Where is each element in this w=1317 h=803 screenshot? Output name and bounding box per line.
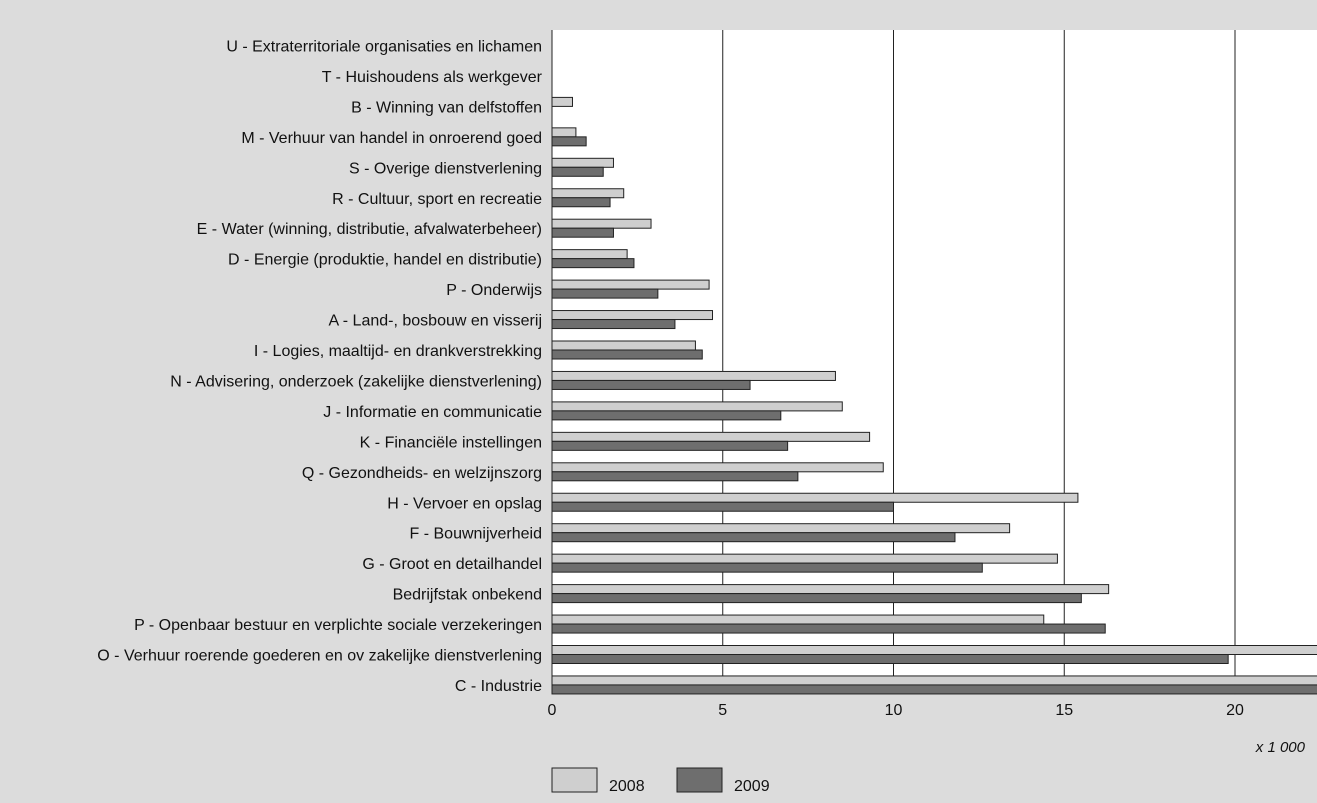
legend-swatch-2008: [551, 767, 598, 793]
category-label: Bedrijfstak onbekend: [393, 587, 542, 604]
bar-2008: [551, 249, 628, 260]
bar-2009: [551, 684, 1317, 695]
bar-2009: [551, 379, 751, 390]
bars: [551, 96, 1317, 695]
bar-2009: [551, 410, 782, 421]
category-label: H - Vervoer en opslag: [387, 495, 542, 512]
bar-2009: [551, 654, 1229, 664]
legend-label: 2008: [609, 778, 645, 795]
bar-2008: [551, 188, 625, 199]
category-label: G - Groot en detailhandel: [362, 556, 542, 573]
x-axis-ticks: 051015202530354045: [548, 702, 1244, 719]
bar-2009: [551, 288, 659, 299]
bar-2009: [551, 623, 1106, 634]
x-tick-label: 20: [1226, 702, 1244, 719]
bar-2008: [551, 401, 843, 412]
category-label: E - Water (winning, distributie, afvalwa…: [197, 221, 542, 238]
bar-2008: [551, 218, 652, 229]
category-label: P - Openbaar bestuur en verplichte socia…: [134, 617, 542, 634]
legend: 2008 2009: [551, 767, 770, 795]
bar-2009: [551, 593, 1082, 604]
bar-2009: [551, 136, 587, 147]
x-unit-label: x 1 000: [1255, 739, 1306, 756]
category-label: K - Financiële instellingen: [360, 434, 542, 451]
bar-2008: [551, 584, 1110, 595]
bar-2009: [551, 166, 604, 177]
category-label: C - Industrie: [455, 678, 542, 695]
bar-2009: [551, 562, 983, 573]
category-label: N - Advisering, onderzoek (zakelijke die…: [170, 373, 542, 390]
bar-2008: [551, 645, 1317, 655]
bar-2009: [551, 440, 789, 451]
bar-2008: [551, 675, 1317, 686]
x-tick-label: 5: [718, 702, 727, 719]
category-label: F - Bouwnijverheid: [410, 526, 543, 543]
x-tick-label: 0: [548, 702, 557, 719]
bar-2008: [551, 614, 1045, 625]
bar-2008: [551, 553, 1058, 564]
bar-2008: [551, 431, 871, 442]
category-label: T - Huishoudens als werkgever: [322, 69, 543, 86]
bar-2008: [551, 310, 714, 321]
bar-2009: [551, 227, 614, 238]
category-labels: U - Extraterritoriale organisaties en li…: [97, 39, 542, 695]
legend-label: 2009: [734, 778, 770, 795]
bar-2009: [551, 258, 635, 269]
bar-2008: [551, 127, 577, 138]
category-label: B - Winning van delfstoffen: [351, 99, 542, 116]
x-tick-label: 10: [885, 702, 903, 719]
bar-2008: [551, 523, 1011, 534]
category-label: O - Verhuur roerende goederen en ov zake…: [97, 648, 542, 665]
category-label: S - Overige dienstverlening: [349, 160, 542, 177]
category-label: D - Energie (produktie, handel en distri…: [228, 252, 542, 269]
bar-2009: [551, 501, 894, 512]
category-label: R - Cultuur, sport en recreatie: [332, 191, 542, 208]
bar-2008: [551, 492, 1079, 503]
bar-2009: [551, 471, 799, 482]
bar-2008: [551, 370, 836, 381]
bar-2008: [551, 279, 710, 290]
category-label: U - Extraterritoriale organisaties en li…: [226, 39, 542, 56]
bar-2009: [551, 532, 956, 543]
bar-2009: [551, 197, 611, 208]
category-label: Q - Gezondheids- en welzijnszorg: [302, 465, 542, 482]
legend-swatch-2009: [676, 767, 723, 793]
category-label: I - Logies, maaltijd- en drankverstrekki…: [254, 343, 542, 360]
x-tick-label: 15: [1055, 702, 1073, 719]
category-label: J - Informatie en communicatie: [323, 404, 542, 421]
bar-2009: [551, 319, 676, 330]
bar-2008: [551, 157, 614, 168]
bar-2009: [551, 349, 703, 360]
category-label: A - Land-, bosbouw en visserij: [329, 313, 542, 330]
category-label: P - Onderwijs: [446, 282, 542, 299]
category-label: M - Verhuur van handel in onroerend goed: [241, 130, 542, 147]
bar-2008: [551, 462, 884, 473]
bar-2008: [551, 96, 573, 107]
bar-2008: [551, 340, 696, 351]
